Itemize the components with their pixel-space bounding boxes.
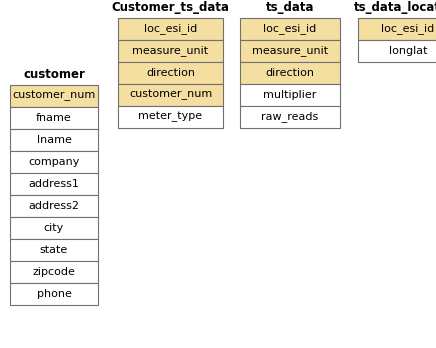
Bar (118, 62, 223, 84)
Bar (240, 106, 340, 128)
Bar (118, 106, 223, 128)
Bar (10, 283, 98, 305)
Bar (240, 40, 340, 62)
Bar (10, 173, 98, 195)
Bar (240, 62, 340, 84)
Bar (358, 18, 436, 40)
Bar (10, 129, 98, 151)
Text: fname: fname (36, 113, 72, 123)
Text: measure_unit: measure_unit (133, 46, 208, 56)
Text: customer: customer (23, 68, 85, 81)
Bar (118, 40, 223, 62)
Text: phone: phone (37, 289, 72, 299)
Bar (10, 239, 98, 261)
Text: meter_type: meter_type (139, 112, 203, 122)
Text: raw_reads: raw_reads (261, 112, 319, 122)
Text: address2: address2 (28, 201, 79, 211)
Text: zipcode: zipcode (33, 267, 75, 277)
Bar (10, 107, 98, 129)
Text: customer_num: customer_num (129, 90, 212, 100)
Bar (10, 217, 98, 239)
Text: multiplier: multiplier (263, 90, 317, 100)
Bar (240, 84, 340, 106)
Text: loc_esi_id: loc_esi_id (382, 24, 435, 34)
Bar (358, 40, 436, 62)
Bar (118, 18, 223, 40)
Bar (10, 261, 98, 283)
Text: loc_esi_id: loc_esi_id (144, 24, 197, 34)
Text: ts_data_location: ts_data_location (354, 1, 436, 14)
Bar (10, 151, 98, 173)
Text: state: state (40, 245, 68, 255)
Text: ts_data: ts_data (266, 1, 314, 14)
Bar (10, 85, 98, 107)
Text: customer_num: customer_num (12, 91, 95, 101)
Text: city: city (44, 223, 64, 233)
Text: direction: direction (266, 68, 314, 78)
Bar (240, 18, 340, 40)
Bar (10, 195, 98, 217)
Text: address1: address1 (29, 179, 79, 189)
Bar (118, 84, 223, 106)
Text: loc_esi_id: loc_esi_id (263, 24, 317, 34)
Text: direction: direction (146, 68, 195, 78)
Text: company: company (28, 157, 80, 167)
Text: longlat: longlat (389, 46, 427, 56)
Text: lname: lname (37, 135, 72, 145)
Text: Customer_ts_data: Customer_ts_data (112, 1, 229, 14)
Text: measure_unit: measure_unit (252, 46, 328, 56)
